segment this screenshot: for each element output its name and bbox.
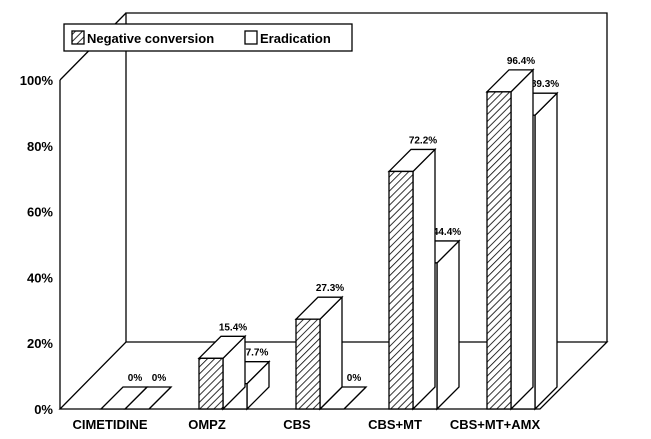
y-tick-label: 100% — [20, 73, 54, 88]
bar-negative-conversion: 15.4% — [197, 322, 247, 411]
legend-swatch-hatched — [71, 30, 85, 45]
x-category-label: OMPZ — [188, 417, 226, 432]
back-wall — [125, 12, 608, 342]
data-label: 0% — [128, 373, 143, 384]
x-category-label: CIMETIDINE — [72, 417, 147, 432]
legend-label-negative-conversion: Negative conversion — [87, 31, 214, 46]
y-axis-ticks: 0% 20% 40% 60% 80% 100% — [20, 73, 54, 417]
bar-front-face — [486, 91, 512, 410]
bars: 0% 0% 7.7% 15.4% 0% 27.3% 44.4% 72.2% 89.3% 96.4% — [99, 56, 559, 411]
bar-front-face — [295, 318, 321, 410]
y-tick-label: 0% — [34, 402, 53, 417]
y-tick-label: 60% — [27, 205, 53, 220]
bar-negative-conversion: 96.4% — [485, 56, 535, 411]
data-label: 0% — [152, 373, 167, 384]
data-label: 44.4% — [433, 227, 461, 238]
bar-side-face — [436, 239, 460, 411]
legend: Negative conversion Eradication — [63, 23, 353, 52]
bar-front-face — [198, 357, 224, 410]
floor — [58, 341, 609, 410]
data-label: 27.3% — [316, 283, 344, 294]
bar-front-face — [388, 170, 414, 410]
data-label: 89.3% — [531, 79, 559, 90]
bar-side-face — [510, 68, 534, 411]
bar-side-face — [534, 91, 558, 411]
bar-negative-conversion: 0% — [99, 373, 149, 410]
x-category-label: CBS+MT — [368, 417, 422, 432]
bar-negative-conversion: 72.2% — [387, 135, 437, 411]
y-tick-label: 80% — [27, 139, 53, 154]
legend-swatch-white — [244, 30, 258, 45]
x-category-label: CBS — [283, 417, 311, 432]
data-label: 15.4% — [219, 322, 247, 333]
x-category-label: CBS+MT+AMX — [450, 417, 541, 432]
data-label: 7.7% — [246, 348, 269, 359]
x-axis-categories: CIMETIDINE OMPZ CBS CBS+MT CBS+MT+AMX — [72, 417, 540, 432]
legend-box — [63, 23, 353, 52]
bar-negative-conversion: 27.3% — [294, 283, 344, 411]
bar-side-face — [412, 147, 436, 411]
y-tick-label: 20% — [27, 336, 53, 351]
legend-label-eradication: Eradication — [260, 31, 331, 46]
data-label: 96.4% — [507, 56, 535, 67]
data-label: 0% — [347, 373, 362, 384]
y-tick-label: 40% — [27, 270, 53, 285]
data-label: 72.2% — [409, 135, 437, 146]
chart-frame — [58, 12, 609, 410]
bar-top-face — [99, 386, 149, 410]
